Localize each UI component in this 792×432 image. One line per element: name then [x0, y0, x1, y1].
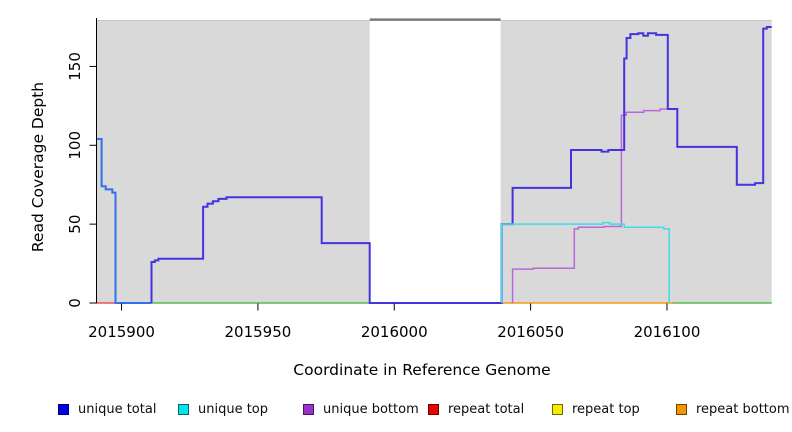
series-unique-total-left-bright-segment-: [97, 138, 152, 304]
legend-label: unique top: [198, 401, 269, 417]
x-tick-label: 2016050: [497, 323, 564, 341]
legend-item-repeat-bottom: repeat bottom: [676, 399, 790, 419]
x-tick-label: 2015950: [224, 323, 291, 341]
plot-bg-left: [97, 21, 370, 303]
legend-swatch: [428, 403, 439, 415]
legend-swatch: [303, 403, 314, 415]
legend-swatch: [178, 403, 189, 415]
series-unique-total: [150, 26, 772, 304]
legend-item-unique-bottom: unique bottom: [303, 399, 419, 419]
legend-label: repeat total: [448, 401, 525, 417]
legend-label: repeat top: [572, 401, 640, 417]
legend-item-unique-total: unique total: [58, 399, 156, 419]
y-tick-label: 100: [66, 131, 84, 160]
legend-label: repeat bottom: [696, 401, 790, 417]
legend-label: unique total: [78, 401, 157, 417]
legend: unique total unique top unique bottom repea…: [0, 399, 792, 423]
legend-item-repeat-top: repeat top: [552, 399, 640, 419]
legend-item-unique-top: unique top: [178, 399, 268, 419]
x-axis-title: Coordinate in Reference Genome: [293, 361, 551, 379]
x-tick-label: 2015900: [88, 323, 155, 341]
legend-item-repeat-total: repeat total: [428, 399, 524, 419]
y-tick-label: 150: [66, 52, 84, 81]
legend-swatch: [552, 403, 563, 415]
masked-region-top-bar: [369, 18, 501, 21]
x-tick-label: 2016100: [634, 323, 701, 341]
x-tick-label: 2016000: [361, 323, 428, 341]
legend-swatch: [676, 403, 687, 415]
series-unique-top: [500, 221, 670, 303]
y-tick-label: 50: [66, 215, 84, 234]
plot-bg-right: [500, 21, 772, 303]
y-axis-title: Read Coverage Depth: [29, 81, 47, 253]
legend-label: unique bottom: [323, 401, 419, 417]
series-unique-bottom: [511, 108, 679, 303]
y-tick-label: 0: [66, 298, 84, 308]
legend-swatch: [58, 403, 69, 415]
